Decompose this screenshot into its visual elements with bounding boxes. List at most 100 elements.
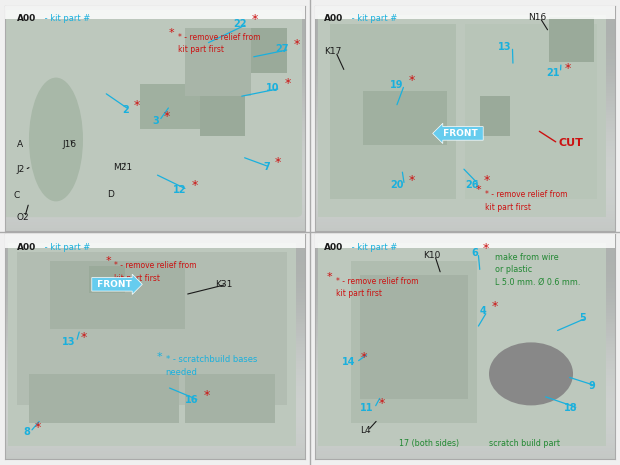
Bar <box>315 31 615 34</box>
Bar <box>315 443 615 445</box>
Bar <box>5 352 305 355</box>
Bar <box>315 37 615 40</box>
Bar <box>315 188 615 191</box>
Text: 26: 26 <box>465 180 479 190</box>
Bar <box>315 257 615 259</box>
Bar <box>315 152 615 155</box>
Text: 17 (both sides): 17 (both sides) <box>399 438 459 448</box>
Text: - kit part #: - kit part # <box>349 243 397 252</box>
Bar <box>251 28 287 73</box>
Bar <box>315 40 615 42</box>
Bar <box>5 234 305 237</box>
Bar <box>315 206 615 208</box>
Bar <box>315 417 615 420</box>
Bar <box>5 174 305 177</box>
Bar <box>5 440 305 443</box>
Text: 4: 4 <box>480 306 487 316</box>
Bar <box>5 183 305 186</box>
Bar <box>315 65 615 67</box>
Bar <box>5 138 305 140</box>
Bar <box>315 191 615 194</box>
Bar <box>5 288 305 291</box>
Bar <box>315 158 615 160</box>
Bar <box>315 251 615 254</box>
Text: *: * <box>275 156 281 169</box>
Bar <box>5 180 305 183</box>
Bar <box>5 104 305 107</box>
Bar <box>315 28 615 31</box>
Text: *: * <box>361 351 367 364</box>
Bar <box>315 73 615 76</box>
Text: 6: 6 <box>471 248 478 258</box>
Bar <box>315 319 615 322</box>
Text: *: * <box>169 27 174 38</box>
Bar <box>315 138 615 140</box>
Bar <box>5 96 305 99</box>
Bar <box>5 14 305 17</box>
Bar <box>315 386 615 389</box>
Bar <box>315 140 615 143</box>
Text: *: * <box>476 185 481 195</box>
Bar <box>315 364 615 366</box>
Bar <box>315 271 615 274</box>
Bar <box>315 350 615 352</box>
Bar <box>363 91 447 145</box>
Bar <box>315 378 615 381</box>
Bar <box>315 361 615 364</box>
Bar <box>315 285 615 288</box>
Bar <box>315 169 615 172</box>
Bar <box>5 42 305 45</box>
Bar <box>5 361 305 364</box>
Bar <box>5 87 305 90</box>
Text: A00: A00 <box>324 243 343 252</box>
Text: FRONT: FRONT <box>94 280 135 289</box>
Text: 8: 8 <box>23 427 30 437</box>
Bar <box>315 352 615 355</box>
Bar <box>5 327 305 330</box>
Bar <box>315 263 615 266</box>
Bar <box>315 375 615 378</box>
Text: *: * <box>204 390 210 402</box>
Text: K17: K17 <box>324 47 342 56</box>
Bar <box>315 240 615 243</box>
Text: D: D <box>107 190 114 199</box>
Bar <box>5 428 305 432</box>
Bar <box>5 37 305 40</box>
Bar <box>5 313 305 316</box>
Bar <box>5 259 305 262</box>
Bar <box>5 149 305 152</box>
Bar <box>315 90 615 93</box>
Bar <box>351 261 477 424</box>
Bar <box>315 457 615 459</box>
Bar <box>5 31 305 34</box>
Bar <box>5 73 305 76</box>
Bar <box>5 197 305 199</box>
Bar <box>5 251 305 254</box>
Bar <box>5 395 305 398</box>
Bar <box>5 274 305 277</box>
Bar <box>5 425 305 428</box>
Bar <box>315 437 615 440</box>
Bar <box>5 246 305 248</box>
Text: * - remove relief from
kit part first: * - remove relief from kit part first <box>115 261 197 283</box>
Bar <box>5 434 305 437</box>
Bar <box>315 113 615 115</box>
Bar <box>89 266 125 293</box>
Bar <box>5 62 305 65</box>
Bar <box>5 445 305 448</box>
Bar <box>5 59 305 62</box>
Bar <box>315 126 615 129</box>
Text: *: * <box>565 62 571 75</box>
Bar <box>5 389 305 392</box>
Bar <box>5 282 305 285</box>
Bar <box>315 51 615 53</box>
Bar <box>5 369 305 372</box>
Bar <box>315 282 615 285</box>
Text: * - scratchbuild bases
needed: * - scratchbuild bases needed <box>166 355 257 377</box>
Bar <box>315 11 615 14</box>
Bar <box>315 372 615 375</box>
Bar <box>315 414 615 417</box>
Bar <box>315 420 615 423</box>
Text: 19: 19 <box>390 80 404 90</box>
Bar <box>5 271 305 274</box>
